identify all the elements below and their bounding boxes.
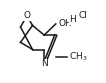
Text: Cl: Cl <box>78 11 87 20</box>
Text: H: H <box>69 15 76 24</box>
Text: OH: OH <box>58 19 72 28</box>
Text: O: O <box>23 11 30 20</box>
Text: CH$_3$: CH$_3$ <box>69 50 88 63</box>
Text: N: N <box>41 59 48 68</box>
